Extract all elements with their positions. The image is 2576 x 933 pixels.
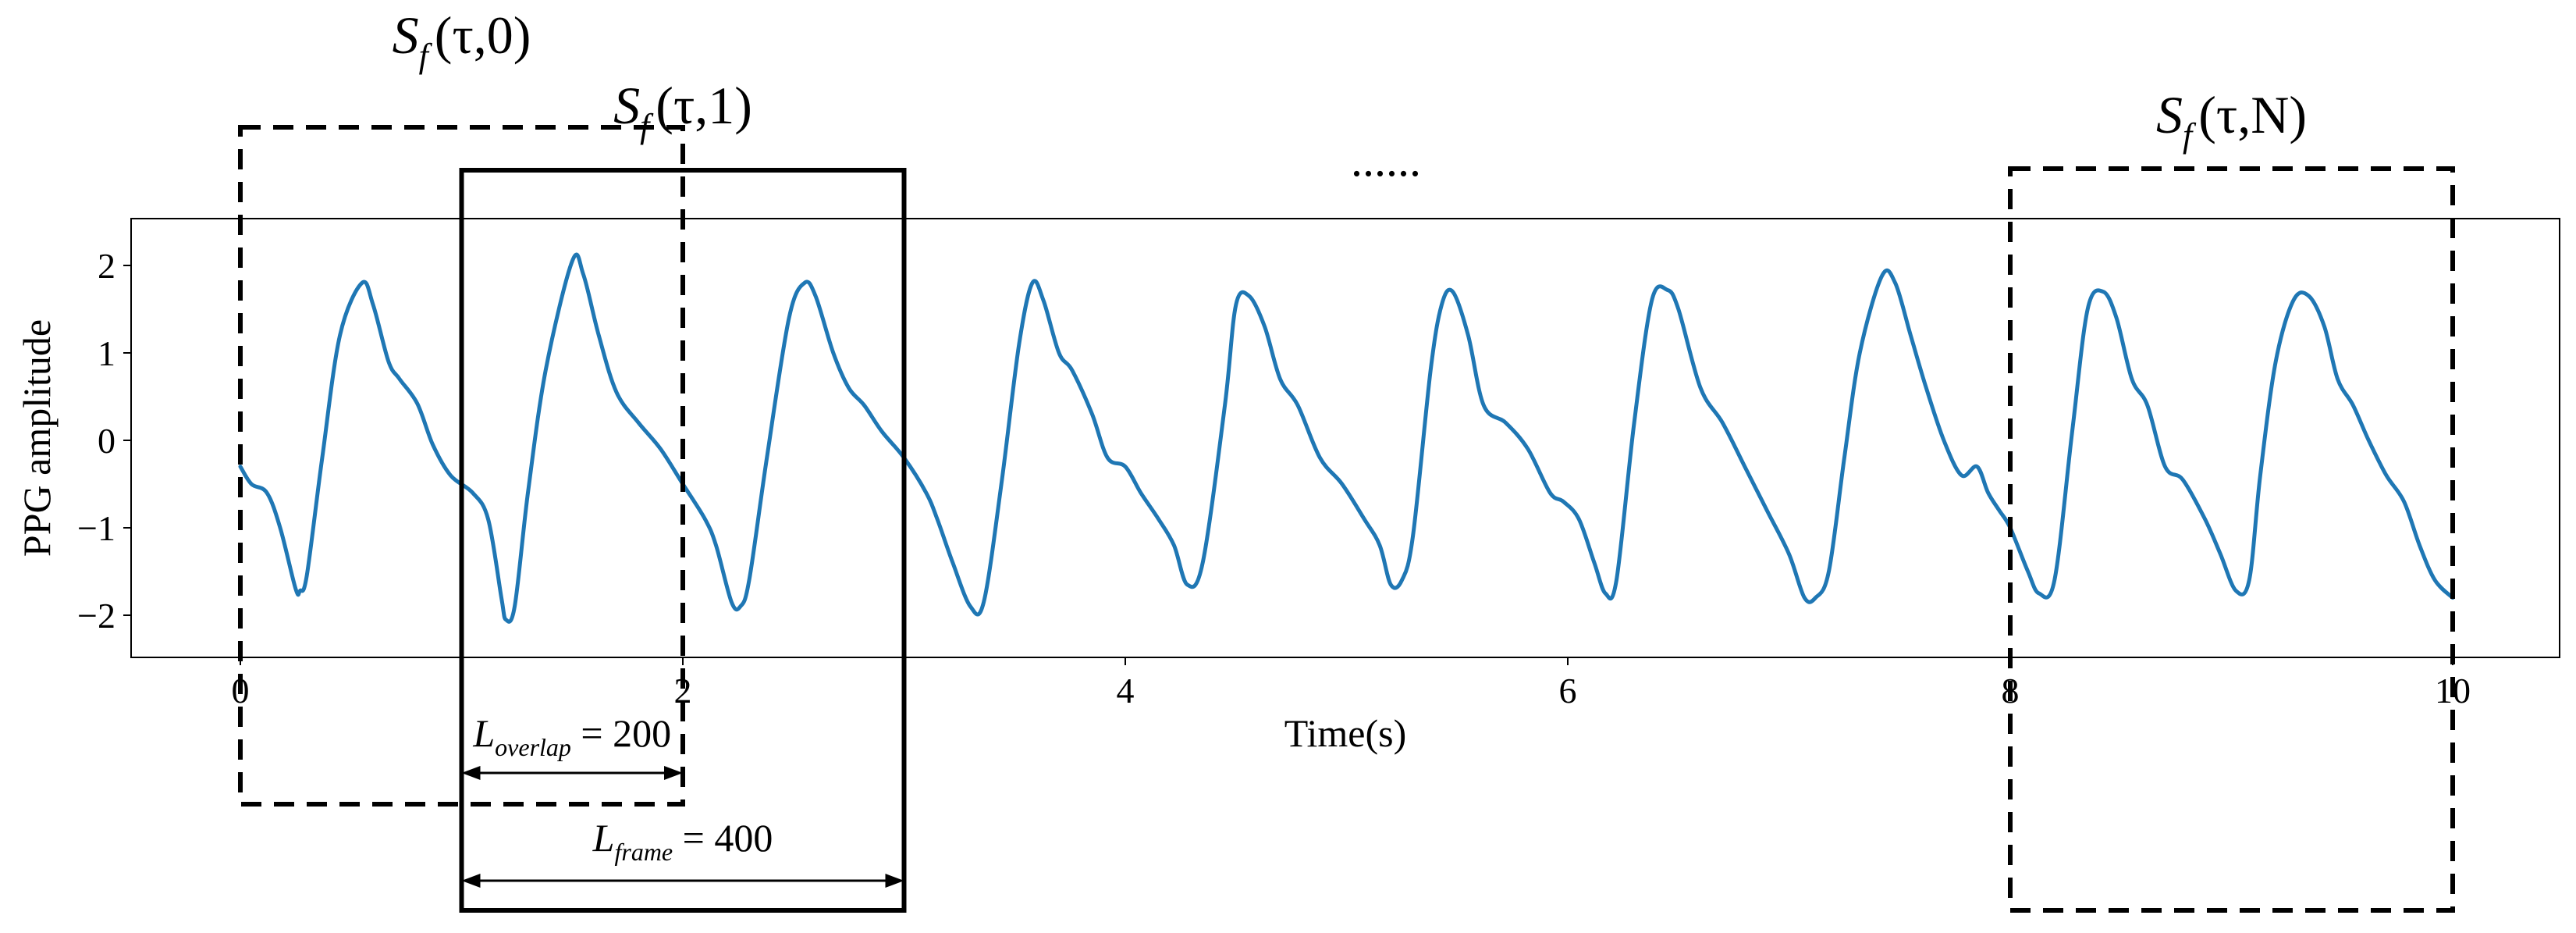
- ppg-series-line: [238, 252, 2455, 624]
- frame-label-sub: f: [2183, 116, 2197, 155]
- y-tick-label: −2: [77, 596, 115, 636]
- x-tick-label: 4: [1117, 671, 1135, 710]
- x-axis-label: Time(s): [1284, 711, 1407, 755]
- arrow-head-left: [461, 766, 481, 780]
- frame-label-sub: f: [419, 37, 433, 75]
- annotation-label: Lframe = 400: [592, 816, 773, 866]
- frame-label: Sf (τ,0): [393, 5, 531, 75]
- frame-box-n: [2008, 166, 2455, 913]
- y-axis-label: PPG amplitude: [15, 319, 59, 557]
- frame-label-base: S: [2156, 85, 2183, 144]
- frame-label-args: (τ,1): [656, 76, 752, 135]
- frame-label-args: (τ,N): [2198, 85, 2307, 144]
- frame-length-annotation: Lframe = 400: [461, 816, 904, 888]
- x-tick-label: 2: [674, 671, 692, 710]
- arrow-head-right: [885, 874, 904, 888]
- y-tick-label: −1: [77, 508, 115, 548]
- annotation-sub: frame: [614, 838, 673, 866]
- annotation-label: Loverlap = 200: [472, 711, 671, 761]
- annotation-value: = 400: [673, 816, 773, 860]
- y-tick-label: 0: [98, 421, 115, 461]
- arrow-head-left: [461, 874, 481, 888]
- arrow-head-right: [664, 766, 683, 780]
- annotation-value: = 200: [571, 711, 671, 755]
- ellipsis-text: ......: [1351, 134, 1421, 186]
- y-ticks: −2 −1 0 1 2: [77, 246, 131, 636]
- frame-box-1: [459, 168, 907, 913]
- y-tick-label: 2: [98, 246, 115, 286]
- annotation-base: L: [472, 711, 495, 755]
- y-tick-label: 1: [98, 333, 115, 373]
- annotation-base: L: [592, 816, 615, 860]
- frame-label: Sf (τ,1): [613, 76, 752, 145]
- overlap-annotation: Loverlap = 200: [461, 711, 683, 780]
- frame-label-base: S: [393, 5, 419, 65]
- x-ticks: 0 2 4 6 8 10: [232, 657, 2471, 710]
- plot-frame: [130, 218, 2560, 658]
- frame-label: Sf (τ,N): [2156, 85, 2307, 155]
- x-tick-label: 6: [1559, 671, 1577, 710]
- frame-label-args: (τ,0): [435, 5, 531, 65]
- frame-label-base: S: [613, 76, 640, 135]
- frame-boxes: Sf (τ,0)Sf (τ,1) Sf (τ,N): [238, 5, 2455, 913]
- annotation-sub: overlap: [495, 733, 571, 761]
